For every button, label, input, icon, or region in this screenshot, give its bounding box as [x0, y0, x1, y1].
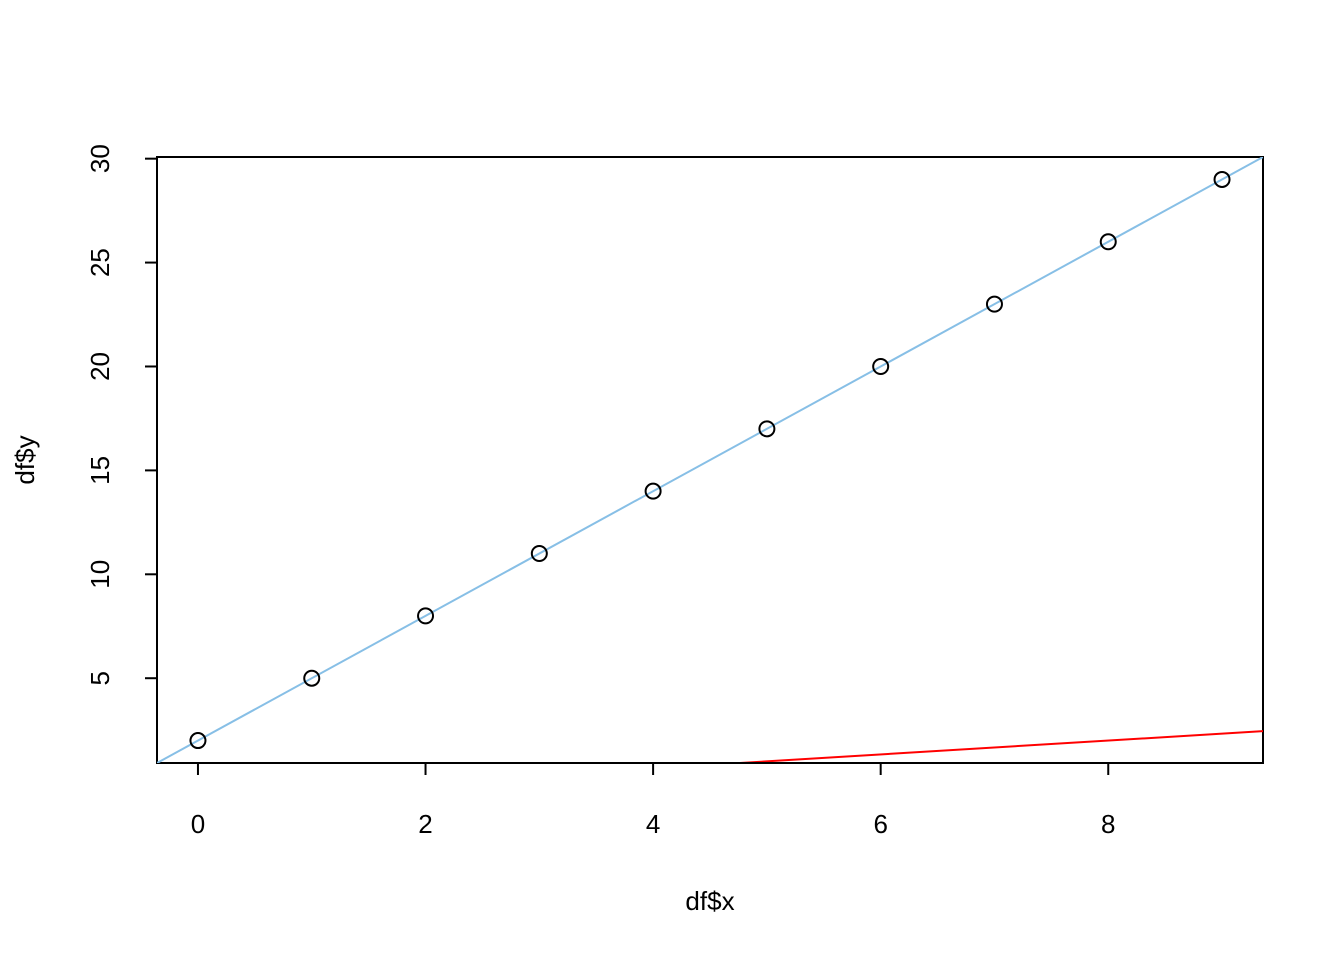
point — [872, 357, 890, 375]
point — [189, 732, 207, 750]
y-tick-label: 15 — [85, 456, 115, 485]
x-tick-label: 4 — [646, 809, 660, 839]
point — [644, 482, 662, 500]
point — [417, 607, 435, 625]
y-tick-label: 10 — [85, 560, 115, 589]
point — [1099, 233, 1117, 251]
y-tick-label: 25 — [85, 248, 115, 277]
fit-line — [723, 730, 1263, 763]
x-tick-label: 6 — [873, 809, 887, 839]
fit-lines — [157, 157, 1263, 763]
y-tick-label: 30 — [85, 144, 115, 173]
point — [530, 545, 548, 563]
y-tick-label: 5 — [85, 671, 115, 685]
fit-line — [157, 157, 1263, 763]
point — [758, 420, 776, 438]
point — [985, 295, 1003, 313]
y-axis-label: df$y — [10, 435, 40, 484]
point — [1213, 170, 1231, 188]
point — [303, 669, 321, 687]
x-axis-label: df$x — [685, 886, 734, 916]
x-tick-label: 0 — [191, 809, 205, 839]
y-tick-label: 20 — [85, 352, 115, 381]
x-tick-label: 2 — [418, 809, 432, 839]
x-tick-label: 8 — [1101, 809, 1115, 839]
